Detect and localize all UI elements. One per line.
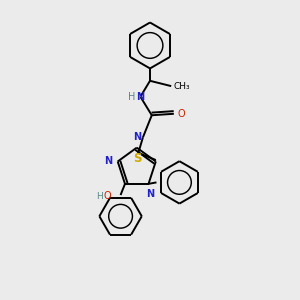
Text: O: O [104, 191, 111, 201]
Text: S: S [134, 152, 142, 165]
Text: N: N [136, 92, 145, 102]
Text: H: H [128, 92, 135, 102]
Text: H: H [96, 192, 103, 201]
Text: N: N [133, 132, 141, 142]
Text: O: O [178, 109, 185, 119]
Text: CH₃: CH₃ [173, 82, 190, 91]
Text: N: N [146, 189, 154, 199]
Text: N: N [104, 157, 112, 166]
